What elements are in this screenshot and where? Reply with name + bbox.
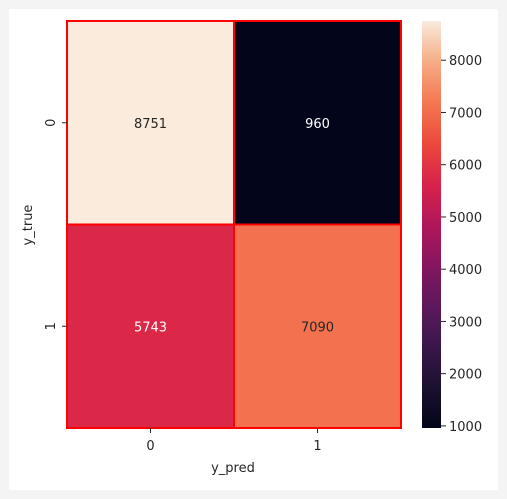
y-axis-label: y_true: [21, 205, 36, 246]
y-tick-label-0: 0: [44, 119, 59, 127]
heatmap-cell-labels: 8751 960 5743 7090: [134, 117, 334, 336]
colorbar-tick-label-6: 7000: [449, 106, 482, 121]
heatmap-cell-label-0-1: 960: [305, 117, 330, 132]
heatmap-cell-label-1-1: 7090: [301, 320, 334, 335]
x-tick-label-0: 0: [146, 439, 154, 454]
x-axis-label: y_pred: [211, 461, 255, 476]
heatmap-cells: [66, 20, 402, 429]
y-tick-label-1: 1: [44, 322, 59, 330]
colorbar-tick-label-7: 8000: [449, 54, 482, 69]
colorbar-gradient: [422, 21, 441, 428]
colorbar-tick-label-4: 5000: [449, 211, 482, 226]
heatmap-cell-0-1: [233, 20, 402, 226]
colorbar-tick-label-2: 3000: [449, 315, 482, 330]
colorbar-tick-label-3: 4000: [449, 263, 482, 278]
heatmap-cell-label-0-0: 8751: [134, 117, 167, 132]
heatmap-cell-1-0: [66, 223, 235, 429]
colorbar-tick-label-5: 6000: [449, 159, 482, 174]
colorbar: 1000 2000 3000 4000 5000 6000 7000 8000: [422, 21, 482, 435]
x-axis: y_pred 0 1: [146, 428, 322, 476]
heatmap-cell-0-0: [66, 20, 235, 226]
heatmap-cell-label-1-0: 5743: [134, 320, 167, 335]
x-tick-label-1: 1: [313, 439, 321, 454]
heatmap-cell-1-1: [233, 223, 402, 429]
colorbar-tick-label-0: 1000: [449, 420, 482, 435]
colorbar-tick-label-1: 2000: [449, 368, 482, 383]
y-axis: y_true 0 1: [21, 119, 67, 330]
